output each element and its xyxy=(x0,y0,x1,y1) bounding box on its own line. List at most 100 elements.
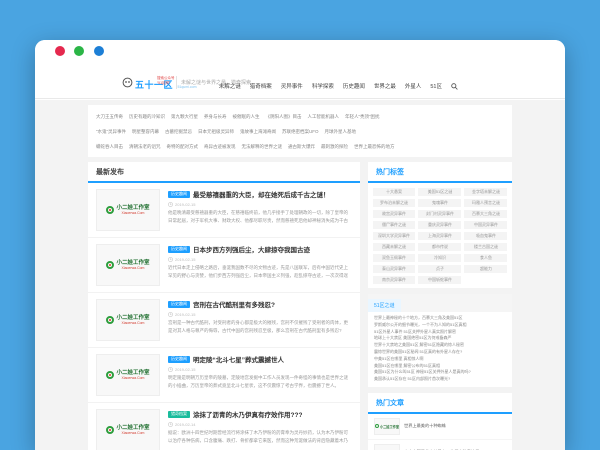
tag-link[interactable]: 月球外星人基地 xyxy=(324,129,357,134)
main-nav: 未解之谜 猎奇档案 灵异事件 科学探索 历史趣闻 世界之最 外星人 51区 xyxy=(219,82,458,90)
nav-item[interactable]: 灵异事件 xyxy=(280,84,303,90)
area51-article-link[interactable]: 地球上十大禁区 美国绝密51区为何戒备森严 xyxy=(374,335,452,341)
hot-tag-chip[interactable]: 鬼魂事件 xyxy=(418,198,462,207)
hot-tag-chip[interactable]: 金字塔未解之谜 xyxy=(464,187,508,196)
hot-tag-chip[interactable]: 冷知识 xyxy=(418,253,462,262)
tag-link[interactable]: 古墓挖掘禁忌 xyxy=(165,129,192,134)
tag-link[interactable]: 奇异古迹被发现 xyxy=(204,144,236,149)
xiaoerwa-logo-domain: Xiaoerwa.Com xyxy=(121,211,145,215)
window-maximize-button[interactable] xyxy=(94,46,104,56)
nav-item[interactable]: 51区 xyxy=(430,84,442,90)
article-list-item[interactable]: 小二娃工作室 Xiaoerwa.Com 历史趣闻 日本步西 xyxy=(88,238,360,293)
area51-article-link[interactable]: 美国承认51区存在 51区内部照片首次曝光? xyxy=(374,376,451,382)
xiaoerwa-logo: 小二娃工作室 Xiaoerwa.Com xyxy=(106,260,150,270)
article-title[interactable]: 最受慈禧器重的大臣，却在她死后成千古之谜！ xyxy=(193,192,330,199)
article-thumbnail[interactable]: 小二娃工作室 Xiaoerwa.Com xyxy=(96,354,160,396)
hot-tag-chip[interactable]: 百慕大三角之谜 xyxy=(464,209,508,218)
tag-link[interactable]: 第九颗大行星 xyxy=(171,114,198,119)
nav-item[interactable]: 外星人 xyxy=(404,84,422,90)
area51-article-link[interactable]: 美国51区在哪里 解密公布的51区真相 xyxy=(374,362,441,368)
hot-tag-chip[interactable]: 深圳大学灵异事件 xyxy=(372,231,416,240)
hot-tag-chip[interactable]: 封门村灵异事件 xyxy=(418,209,462,218)
article-list-item[interactable]: 小二娃工作室 Xiaoerwa.Com 历史趣闻 最受慈禧 xyxy=(88,183,360,238)
tag-link[interactable]: 鬼故事上海滩奇闻 xyxy=(240,129,276,134)
article-list-item[interactable]: 小二娃工作室 Xiaoerwa.Com 历史趣闻 宫刑在古 xyxy=(88,293,360,348)
hot-tag-chip[interactable]: 泰山灵异事件 xyxy=(372,264,416,273)
area51-list: 世界上最神秘的十个地方，百慕大三角及美国51区 罗斯威尔公开的细节曝光，一个不为人… xyxy=(368,312,512,387)
hot-tag-chip[interactable]: 僵尸事件之谜 xyxy=(372,220,416,229)
hot-tag-chip[interactable]: 吸血鬼事件 xyxy=(464,231,508,240)
site-logo[interactable]: 五十一区 51qumi.com xyxy=(122,75,197,93)
hot-tag-chip[interactable]: 贞子 xyxy=(418,264,462,273)
tag-link[interactable]: 最刺激的探险 xyxy=(321,144,348,149)
nav-item[interactable]: 历史趣闻 xyxy=(342,84,365,90)
tag-link[interactable]: 年轻人“秃顶”困扰 xyxy=(345,114,380,119)
nav-item[interactable]: 科学探索 xyxy=(311,84,334,90)
hot-tag-chip[interactable]: 故宫灵异事件 xyxy=(372,209,416,218)
article-list-item[interactable]: 小二娃工作室 Xiaoerwa.Com 猎奇档案 涂抹了沥 xyxy=(88,403,360,450)
tag-link[interactable]: 养身与长寿 xyxy=(204,114,227,119)
hot-tag-chip[interactable]: 美国51区之谜 xyxy=(418,187,462,196)
article-category-badge[interactable]: 历史趣闻 xyxy=(168,355,190,363)
area51-article-link[interactable]: 罗斯威尔公开的细节曝光，一个不为人知的51区真相 xyxy=(374,321,467,327)
hot-tag-chip[interactable]: 食人鱼 xyxy=(464,253,508,262)
article-title[interactable]: 宫刑在古代酷刑里有多残忍? xyxy=(193,302,275,309)
hot-tag-chip[interactable]: 都市传说 xyxy=(418,242,462,251)
hot-tag-chip[interactable]: 上海灵异事件 xyxy=(418,231,462,240)
tag-link[interactable]: 奇特的配对方式 xyxy=(166,144,199,149)
tag-link[interactable]: 世界上最恐怖的地方 xyxy=(354,144,395,149)
article-category-badge[interactable]: 历史趣闻 xyxy=(168,190,190,198)
hot-tag-chip[interactable]: 罗布泊未解之谜 xyxy=(372,198,416,207)
tag-link[interactable]: 无法解释的世界之谜 xyxy=(241,144,283,149)
article-thumbnail[interactable]: 小二娃工作室 Xiaoerwa.Com xyxy=(96,299,160,341)
nav-item[interactable]: 猎奇档案 xyxy=(249,84,272,90)
tag-link[interactable]: 清朝法老的诅咒 xyxy=(129,144,161,149)
tag-link[interactable]: 被催眠的人生 xyxy=(232,114,260,119)
tag-link[interactable]: 蟒蛇吞人目击 xyxy=(96,144,123,149)
area51-article-link[interactable]: 美国51区为什么叫51区 神秘51区关押外星人是真的吗? xyxy=(374,369,471,375)
article-title[interactable]: 日本步西方列强后尘，大肆掠夺我国古迹 xyxy=(193,247,310,254)
hot-tag-chip[interactable]: 中国灵异事件 xyxy=(464,220,508,229)
area51-heading[interactable]: 51区之谜 xyxy=(368,299,401,312)
search-icon[interactable] xyxy=(451,82,458,90)
area51-article-link[interactable]: 世界十大禁地之美国51区 解密51区隐藏的惊人秘密 xyxy=(374,342,465,348)
tag-link[interactable]: 明星整容内幕 xyxy=(132,129,159,134)
article-thumbnail[interactable]: 小二娃工作室 Xiaoerwa.Com xyxy=(96,189,160,231)
article-thumbnail[interactable]: 小二娃工作室 Xiaoerwa.Com xyxy=(96,244,160,286)
hot-tag-chip[interactable]: 楼兰古国之谜 xyxy=(464,242,508,251)
tag-link[interactable]: 历史有趣的冷知识 xyxy=(129,114,165,119)
tag-link[interactable]: 苏联绝密档案UFO xyxy=(282,129,319,134)
area51-article-link[interactable]: 世界上最神秘的十个地方，百慕大三角及美国51区 xyxy=(374,315,463,320)
hot-tag-chip[interactable]: 重庆灵异事件 xyxy=(418,220,462,229)
hot-tag-chip[interactable]: 十大悬案 xyxy=(372,187,416,196)
window-close-button[interactable] xyxy=(55,46,65,56)
hot-tag-chip[interactable]: 双鱼玉佩事件 xyxy=(372,253,416,262)
hot-tag-chip[interactable]: 中国斩蛇事件 xyxy=(418,275,462,284)
hot-tag-chip[interactable]: 玛雅人预言之谜 xyxy=(464,198,508,207)
hot-articles-panel: 热门文章 小二娃工作室 世界上最美的十种蜘蛛 xyxy=(368,392,512,450)
hot-tag-chip[interactable]: 西藏未解之谜 xyxy=(372,242,416,251)
hot-article-item[interactable]: 小二娃工作室 十大中国最美乡村景点，旅行攻略看这里 xyxy=(368,440,512,450)
nav-item[interactable]: 世界之最 xyxy=(373,84,396,90)
article-title[interactable]: 涂抹了沥青的木乃伊真有疗效作用??? xyxy=(193,412,303,419)
nav-item[interactable]: 未解之谜 xyxy=(218,84,241,90)
article-title[interactable]: 明定陵“北斗七星”葬式震撼世人 xyxy=(193,357,284,364)
area51-article-link[interactable]: 中美51区在哪里 真相惊人啊 xyxy=(374,355,424,361)
tag-link[interactable]: 通古斯大爆炸 xyxy=(288,144,315,149)
window-minimize-button[interactable] xyxy=(74,46,84,56)
hot-tag-chip[interactable]: 超能力 xyxy=(464,264,508,273)
hot-article-item[interactable]: 小二娃工作室 世界上最美的十种蜘蛛 xyxy=(368,414,512,440)
tag-link[interactable]: 《阴阳人图》目击 xyxy=(265,114,302,119)
area51-article-link[interactable]: 震惊世界的美国51区秘闻 51区真的有外星人存在? xyxy=(374,348,463,354)
article-category-badge[interactable]: 历史趣闻 xyxy=(168,300,190,308)
tag-link[interactable]: 人工智能机器人 xyxy=(307,114,340,119)
article-list-item[interactable]: 小二娃工作室 Xiaoerwa.Com 历史趣闻 明定陵“ xyxy=(88,348,360,403)
article-category-badge[interactable]: 历史趣闻 xyxy=(168,245,190,253)
tag-link[interactable]: 大刀王五传奇 xyxy=(96,114,123,119)
tag-link[interactable]: 日本元祖级灵异师 xyxy=(198,129,234,134)
area51-article-link[interactable]: 51区外星人事件 51区关押外星人真实照片解密 xyxy=(374,328,457,334)
tag-link[interactable]: “水鬼”灵异事件 xyxy=(96,129,126,134)
hot-tag-chip[interactable]: 南京灵异事件 xyxy=(372,275,416,284)
article-thumbnail[interactable]: 小二娃工作室 Xiaoerwa.Com xyxy=(96,409,160,450)
article-category-badge[interactable]: 猎奇档案 xyxy=(168,410,190,418)
